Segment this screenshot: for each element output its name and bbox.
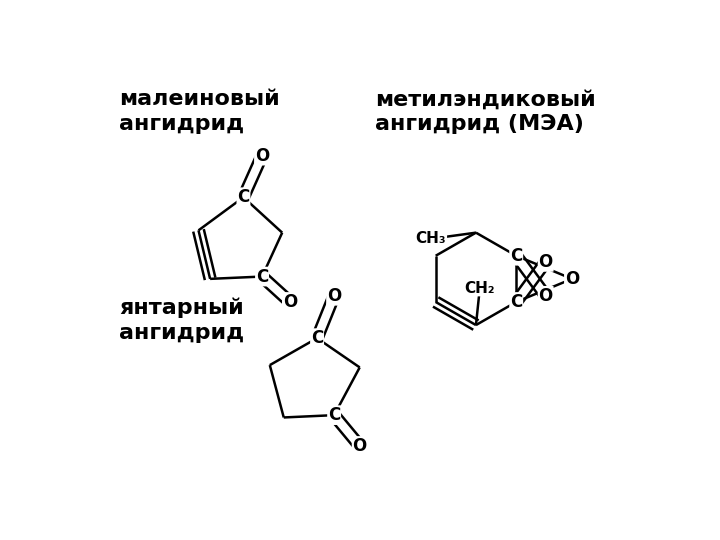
- Text: метилэндиковый
ангидрид (МЭА): метилэндиковый ангидрид (МЭА): [375, 90, 596, 134]
- Text: малеиновый
ангидрид: малеиновый ангидрид: [120, 90, 280, 134]
- Text: C: C: [328, 406, 341, 424]
- Text: C: C: [311, 329, 323, 347]
- Text: O: O: [327, 287, 341, 305]
- Text: CH₃: CH₃: [415, 231, 446, 246]
- Text: C: C: [510, 247, 522, 265]
- Text: C: C: [238, 188, 250, 206]
- Text: O: O: [539, 253, 553, 271]
- Text: O: O: [255, 147, 269, 165]
- Text: O: O: [353, 437, 366, 455]
- Text: C: C: [510, 293, 522, 311]
- Text: O: O: [539, 287, 553, 305]
- Text: O: O: [283, 293, 297, 311]
- Text: CH₂: CH₂: [464, 281, 495, 295]
- Text: C: C: [256, 267, 268, 286]
- Text: янтарный
ангидрид: янтарный ангидрид: [120, 298, 245, 343]
- Text: O: O: [565, 270, 579, 288]
